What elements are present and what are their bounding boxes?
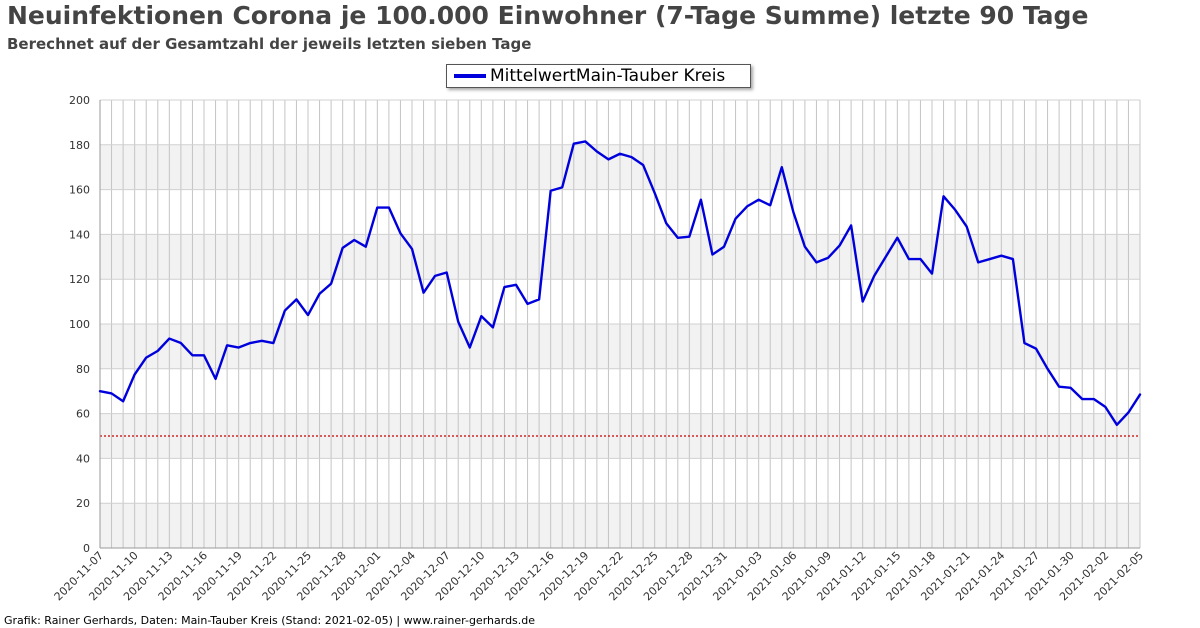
legend-label: MittelwertMain-Tauber Kreis — [490, 66, 726, 86]
chart-subtitle: Berechnet auf der Gesamtzahl der jeweils… — [7, 35, 532, 53]
y-tick-labels: 0 20 40 60 80 100 120 140 160 180 200 — [69, 94, 90, 555]
axes — [99, 100, 1140, 549]
series-group — [98, 140, 1142, 426]
x-tick-labels: 2020-11-072020-11-102020-11-132020-11-16… — [52, 549, 1146, 603]
y-tick-label: 0 — [83, 542, 90, 555]
y-tick-label: 120 — [69, 273, 90, 286]
footer-credit: Grafik: Rainer Gerhards, Daten: Main-Tau… — [4, 614, 536, 627]
y-tick-label: 160 — [69, 184, 90, 197]
y-tick-label: 40 — [76, 452, 90, 465]
y-tick-label: 200 — [69, 94, 90, 107]
legend-swatch — [454, 74, 486, 78]
series-line-main-tauber — [98, 140, 1142, 426]
y-tick-label: 100 — [69, 318, 90, 331]
y-tick-label: 60 — [76, 408, 90, 421]
horizontal-gridlines — [100, 99, 1140, 504]
y-tick-label: 180 — [69, 139, 90, 152]
y-tick-label: 140 — [69, 228, 90, 241]
y-tick-label: 20 — [76, 497, 90, 510]
y-tick-label: 80 — [76, 363, 90, 376]
legend: MittelwertMain-Tauber Kreis — [446, 64, 751, 88]
chart-title: Neuinfektionen Corona je 100.000 Einwohn… — [7, 1, 1089, 30]
